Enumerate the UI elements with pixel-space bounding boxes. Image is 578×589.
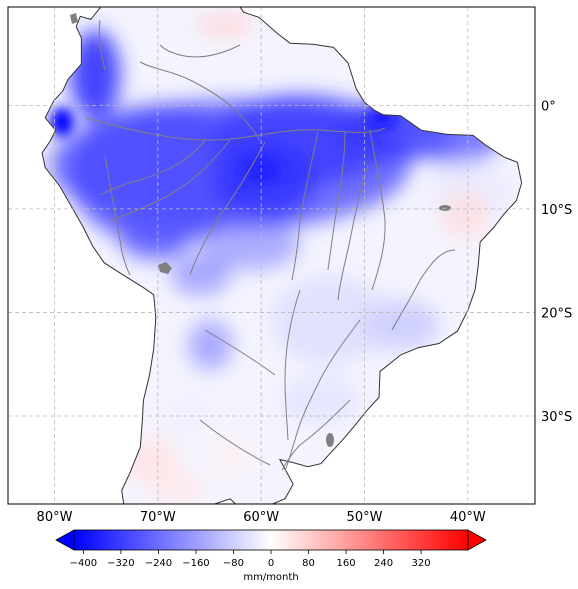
map-axes — [8, 7, 535, 504]
salado-river — [199, 419, 271, 466]
colorbar-tick-label: 80 — [302, 558, 315, 569]
tapajos-river — [291, 131, 319, 281]
sobradinho-reservoir — [439, 205, 451, 211]
longitude-tick-label: 60°W — [243, 510, 279, 525]
madeira-river — [189, 141, 266, 276]
tocantins-river — [369, 129, 386, 291]
colorbar-tick-label: 240 — [374, 558, 393, 569]
colorbar-tick-label: −320 — [107, 558, 134, 569]
latitude-tick-label: 20°S — [541, 306, 572, 321]
negro-river — [139, 61, 261, 141]
longitude-tick-label: 40°W — [450, 510, 486, 525]
colorbar-tick-label: 0 — [268, 558, 274, 569]
pilcomayo-river — [204, 329, 276, 376]
lakes — [70, 13, 451, 447]
map-axes-border — [7, 6, 536, 505]
amazon-river — [85, 117, 386, 141]
longitude-tick-label: 70°W — [140, 510, 176, 525]
colorbar: −400 −320 −240 −160 −80 0 80 160 240 320 mm/month — [55, 529, 487, 583]
sao-francisco-river — [391, 249, 456, 331]
colorbar-tick-label: 160 — [337, 558, 356, 569]
coastline — [41, 7, 523, 504]
longitude-tick-label: 80°W — [37, 510, 73, 525]
orinoco-river — [159, 44, 241, 58]
lake-maracaibo — [70, 13, 78, 24]
colorbar-tick-label: 320 — [412, 558, 431, 569]
latitude-tick-labels: 0° 10°S 20°S 30°S — [541, 99, 572, 425]
colorbar-tick-label: −160 — [182, 558, 209, 569]
colorbar-tick-label: −80 — [223, 558, 244, 569]
gridlines — [8, 7, 535, 504]
rivers — [85, 19, 456, 471]
colorbar-unit-label: mm/month — [243, 572, 298, 583]
colorbar-extend-low — [55, 529, 75, 551]
colorbar-extend-high — [467, 529, 487, 551]
colorbar-ticks: −400 −320 −240 −160 −80 0 80 160 240 320 — [70, 550, 431, 569]
jurua-river — [99, 139, 206, 196]
patos-lagoon — [326, 433, 334, 447]
colorbar-tick-label: −240 — [145, 558, 172, 569]
xingu-river — [327, 131, 346, 271]
magdalena-river — [98, 19, 106, 71]
ucayali-river — [104, 154, 131, 276]
colorbar-gradient — [73, 529, 469, 551]
lake-titicaca — [158, 262, 172, 274]
longitude-tick-label: 50°W — [347, 510, 383, 525]
longitude-tick-labels: 80°W 70°W 60°W 50°W 40°W — [37, 510, 486, 525]
colorbar-tick-label: −400 — [70, 558, 97, 569]
purus-river — [109, 139, 231, 221]
latitude-tick-label: 30°S — [541, 410, 572, 425]
paraguay-river — [284, 289, 301, 441]
uruguay-river — [281, 399, 351, 471]
araguaia-river — [337, 164, 369, 301]
latitude-tick-label: 10°S — [541, 203, 572, 218]
latitude-tick-label: 0° — [541, 99, 556, 114]
